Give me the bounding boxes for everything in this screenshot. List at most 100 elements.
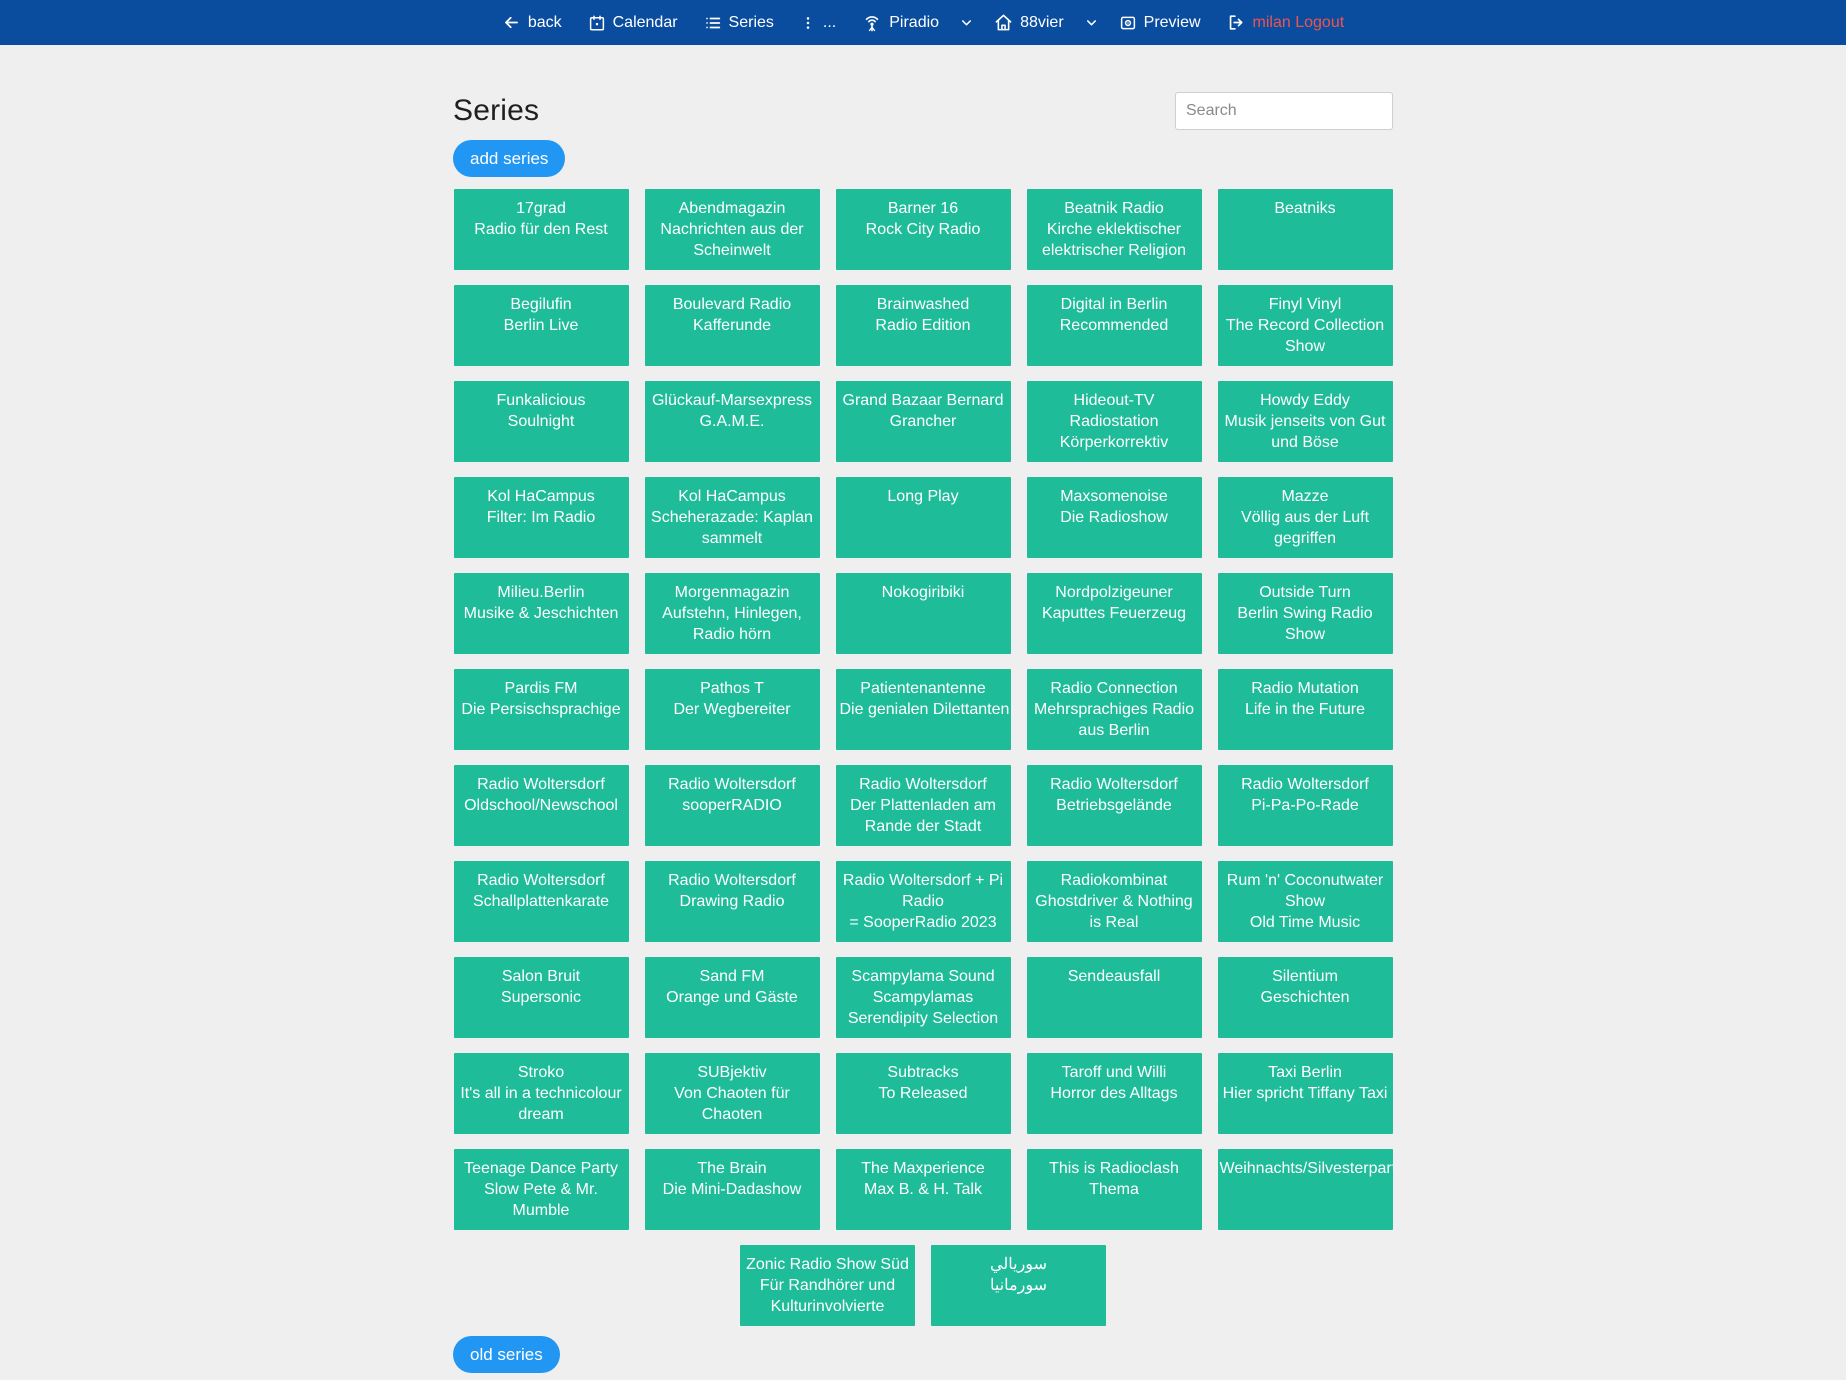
list-icon [705,17,720,28]
series-card[interactable]: Mazze Völlig aus der Luft gegriffen [1217,477,1393,558]
home-icon [995,14,1012,31]
series-card[interactable]: Radio Woltersdorf sooperRADIO [644,765,820,846]
series-card-line: Musike & Jeschichten [463,605,619,622]
series-card[interactable]: Teenage Dance Party Slow Pete & Mr. Mumble [453,1149,629,1230]
series-card[interactable]: Scampylama Sound Scampylamas Serendipity S… [835,957,1011,1038]
series-card[interactable]: Pathos T Der Wegbereiter [644,669,820,750]
series-card[interactable]: Finyl Vinyl The Record Collection Show [1217,285,1393,366]
series-card[interactable]: Taxi Berlin Hier spricht Tiffany Taxi [1217,1053,1393,1134]
series-card[interactable]: Radio Woltersdorf Schallplattenkarate [453,861,629,942]
nav-88vier-link[interactable]: 88vier [994,13,1064,32]
series-card[interactable]: Howdy Eddy Musik jenseits von Gut und Böse [1217,381,1393,462]
series-card-line: Nokogiribiki [881,584,965,601]
series-card[interactable]: سوريالي سورمانيا [931,1245,1106,1326]
series-card[interactable]: Sendeausfall [1026,957,1202,1038]
nav-piradio-link[interactable]: Piradio [862,13,939,33]
series-card-line: This is Radioclash [1049,1160,1179,1177]
series-card-line: Weihnachts/Silvesterparty [1219,1160,1393,1177]
top-navbar: back Calendar Series ... Piradio 88vier [0,0,1846,45]
series-card[interactable]: Radio Woltersdorf Betriebsgelände [1026,765,1202,846]
series-card-line: The Record Collection [1225,317,1385,334]
series-card[interactable]: Rum 'n' Coconutwater Show Old Time Music [1217,861,1393,942]
series-card[interactable]: Patientenantenne Die genialen Dilettanten [835,669,1011,750]
series-card-line: Radio Woltersdorf [477,776,605,793]
series-card-line: Hideout-TV [1073,392,1155,409]
nav-calendar-link[interactable]: Calendar [588,14,678,32]
nav-back-link[interactable]: back [502,13,562,32]
series-card-line: Scheinwelt [693,242,771,259]
series-card[interactable]: SUBjektiv Von Chaoten für Chaoten [644,1053,820,1134]
series-card[interactable]: Abendmagazin Nachrichten aus der Scheinwel… [644,189,820,270]
search-input[interactable] [1175,92,1393,130]
series-card[interactable]: 17grad Radio für den Rest [453,189,629,270]
series-card[interactable]: Digital in Berlin Recommended [1026,285,1202,366]
nav-series-link[interactable]: Series [704,14,774,32]
series-card[interactable]: The Maxperience Max B. & H. Talk [835,1149,1011,1230]
series-card[interactable]: Radio Woltersdorf Drawing Radio [644,861,820,942]
series-card[interactable]: Nokogiribiki [835,573,1011,654]
series-card-line: Die Persischsprachige [461,701,621,718]
series-card-line: Mumble [512,1202,570,1219]
series-card[interactable]: Grand Bazaar Bernard Grancher [835,381,1011,462]
series-card[interactable]: Kol HaCampus Filter: Im Radio [453,477,629,558]
series-card-line: Hier spricht Tiffany Taxi [1222,1085,1388,1102]
nav-piradio-dropdown-toggle[interactable] [959,15,974,30]
nav-88vier-dropdown-toggle[interactable] [1084,15,1099,30]
series-card[interactable]: Maxsomenoise Die Radioshow [1026,477,1202,558]
series-card[interactable]: Outside Turn Berlin Swing Radio Show [1217,573,1393,654]
series-card-line: gegriffen [1274,530,1336,547]
old-series-button[interactable]: old series [453,1336,560,1373]
nav-preview-link[interactable]: Preview [1119,14,1201,32]
add-series-button[interactable]: add series [453,140,566,177]
series-card[interactable]: Long Play [835,477,1011,558]
series-card[interactable]: Stroko It's all in a technicolour dream [453,1053,629,1134]
nav-more-link[interactable]: ... [800,14,836,32]
series-card[interactable]: Radio Woltersdorf Oldschool/Newschool [453,765,629,846]
series-card[interactable]: Radio Woltersdorf Pi-Pa-Po-Rade [1217,765,1393,846]
series-card[interactable]: Radio Woltersdorf Der Plattenladen am Rand… [835,765,1011,846]
series-card[interactable]: Zonic Radio Show Süd Für Randhörer und Kul… [740,1245,915,1326]
series-card-line: Radio Woltersdorf [1050,776,1178,793]
series-card[interactable]: Milieu.Berlin Musike & Jeschichten [453,573,629,654]
series-card-line: Körperkorrektiv [1059,434,1169,451]
series-card[interactable]: Sand FM Orange und Gäste [644,957,820,1038]
series-card[interactable]: Radio Woltersdorf + Pi Radio = SooperRadio… [835,861,1011,942]
series-card[interactable]: Pardis FM Die Persischsprachige [453,669,629,750]
series-card[interactable]: Nordpolzigeuner Kaputtes Feuerzeug [1026,573,1202,654]
series-card[interactable]: Hideout-TV Radiostation Körperkorrektiv [1026,381,1202,462]
series-card-line: Sendeausfall [1067,968,1161,985]
series-card-line: Serendipity Selection [847,1010,999,1027]
series-card[interactable]: Radiokombinat Ghostdriver & Nothing is Rea… [1026,861,1202,942]
series-card-line: Radio Woltersdorf [477,872,605,889]
series-card[interactable]: Radio Mutation Life in the Future [1217,669,1393,750]
series-card-line: Sand FM [699,968,765,985]
nav-logout-link[interactable]: milan Logout [1227,13,1344,32]
series-card[interactable]: Beatniks [1217,189,1393,270]
series-card-line: سورمانيا [990,1277,1047,1294]
series-card-line: Horror des Alltags [1050,1085,1178,1102]
series-card[interactable]: Morgenmagazin Aufstehn, Hinlegen, Radio hö… [644,573,820,654]
series-card[interactable]: Radio Connection Mehrsprachiges Radio aus … [1026,669,1202,750]
series-card-line: Salon Bruit [501,968,581,985]
series-card[interactable]: Taroff und Willi Horror des Alltags [1026,1053,1202,1134]
series-card-line: Long Play [887,488,959,505]
series-card[interactable]: Funkalicious Soulnight [453,381,629,462]
chevron-down-icon [962,20,972,26]
series-card-line: Maxsomenoise [1060,488,1168,505]
series-card[interactable]: Barner 16 Rock City Radio [835,189,1011,270]
series-card[interactable]: Begilufin Berlin Live [453,285,629,366]
series-card-line: Aufstehn, Hinlegen, [662,605,802,622]
series-card-line: Radiokombinat [1060,872,1168,889]
series-card[interactable]: Brainwashed Radio Edition [835,285,1011,366]
series-card[interactable]: Kol HaCampus Scheherazade: Kaplan sammelt [644,477,820,558]
series-card[interactable]: Boulevard Radio Kafferunde [644,285,820,366]
series-card[interactable]: The Brain Die Mini-Dadashow [644,1149,820,1230]
series-card[interactable]: Salon Bruit Supersonic [453,957,629,1038]
series-card[interactable]: Beatnik Radio Kirche eklektischer elektris… [1026,189,1202,270]
series-card[interactable]: Weihnachts/Silvesterparty [1217,1149,1393,1230]
series-card-line: Scampylamas [872,989,974,1006]
series-card[interactable]: This is Radioclash Thema [1026,1149,1202,1230]
series-card[interactable]: Glückauf-Marsexpress G.A.M.E. [644,381,820,462]
series-card[interactable]: Subtracks To Released [835,1053,1011,1134]
series-card[interactable]: Silentium Geschichten [1217,957,1393,1038]
